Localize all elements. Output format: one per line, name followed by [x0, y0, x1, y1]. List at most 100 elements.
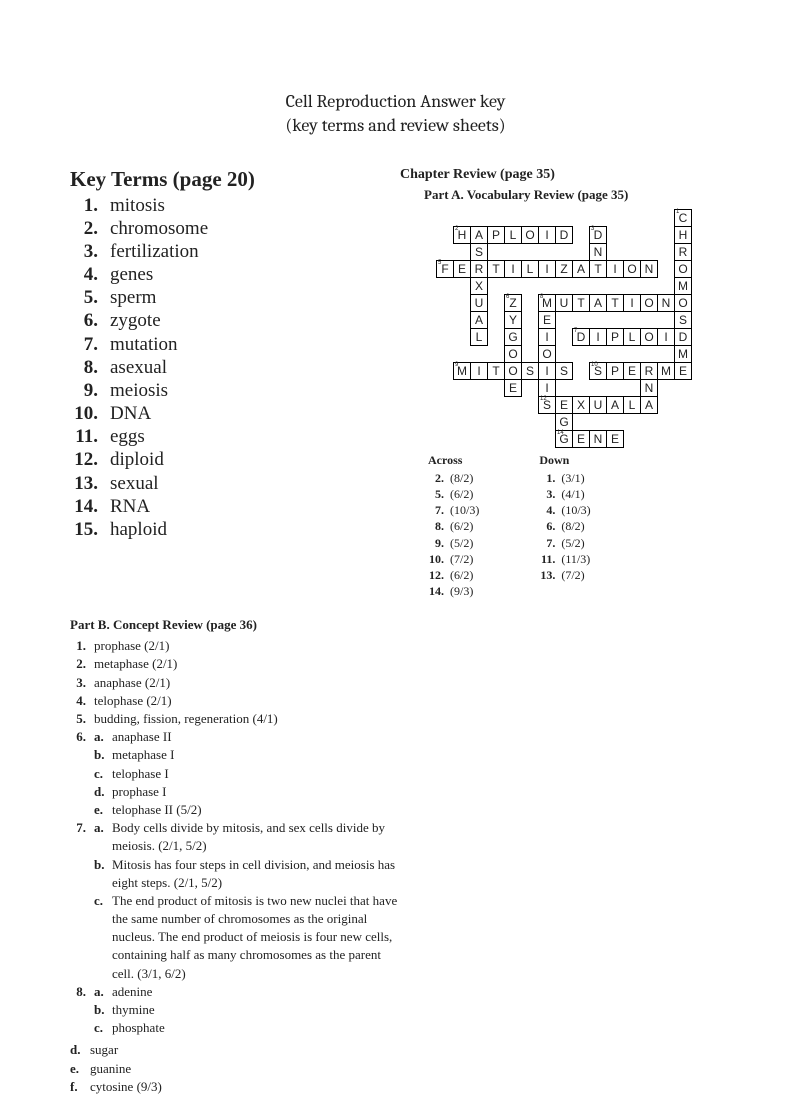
dangling-text: sugar: [90, 1041, 118, 1059]
dangling-sublist: d.sugare.guaninef.cytosine (9/3): [70, 1041, 721, 1096]
clue-number: 12: [540, 396, 547, 402]
key-term-number: 10.: [70, 402, 110, 425]
subitem-text: thymine: [112, 1001, 404, 1019]
concept-subitem: a.Body cells divide by mitosis, and sex …: [94, 819, 404, 855]
crossword-cell: F5: [436, 260, 454, 278]
subitem-text: prophase I: [112, 783, 404, 801]
key-term-number: 9.: [70, 379, 110, 402]
clue-item: 7.(5/2): [539, 535, 590, 551]
clue-item-text: (5/2): [561, 535, 584, 551]
clue-number: 7: [574, 328, 577, 334]
key-term-item: 15.haploid: [70, 518, 370, 541]
crossword-cell: E: [572, 430, 590, 448]
crossword-cell: P: [487, 226, 505, 244]
concept-subitem: c.The end product of mitosis is two new …: [94, 892, 404, 983]
dangling-letter: f.: [70, 1078, 90, 1096]
crossword-cell: S: [521, 362, 539, 380]
key-term-item: 12.diploid: [70, 448, 370, 471]
crossword-cell: X: [470, 277, 488, 295]
key-term-text: DNA: [110, 402, 370, 425]
dangling-letter: e.: [70, 1060, 90, 1078]
clue-item: 12.(6/2): [428, 567, 479, 583]
concept-body: a.Body cells divide by mitosis, and sex …: [94, 819, 404, 983]
clue-item-number: 1.: [539, 470, 561, 486]
concept-number: 4.: [70, 692, 94, 710]
subitem-letter: e.: [94, 801, 112, 819]
key-term-text: RNA: [110, 495, 370, 518]
concept-sublist: a.Body cells divide by mitosis, and sex …: [94, 819, 404, 983]
key-term-item: 7.mutation: [70, 333, 370, 356]
clue-number: 2: [455, 226, 458, 232]
clue-item: 13.(7/2): [539, 567, 590, 583]
key-term-text: meiosis: [110, 379, 370, 402]
key-term-item: 3.fertilization: [70, 240, 370, 263]
clue-number: 5: [438, 260, 441, 266]
page-title: Cell Reproduction Answer key (key terms …: [70, 90, 721, 139]
crossword-cell: M: [657, 362, 675, 380]
concept-subitem: b.thymine: [94, 1001, 404, 1019]
concept-subitem: c.telophase I: [94, 765, 404, 783]
dangling-letter: d.: [70, 1041, 90, 1059]
concept-number: 1.: [70, 637, 94, 655]
crossword-cell: Z6: [504, 294, 522, 312]
key-term-text: sperm: [110, 286, 370, 309]
clue-item-text: (8/2): [561, 518, 584, 534]
clue-item: 10.(7/2): [428, 551, 479, 567]
crossword-cell: E: [674, 362, 692, 380]
key-term-text: eggs: [110, 425, 370, 448]
key-term-number: 5.: [70, 286, 110, 309]
clue-item-number: 8.: [428, 518, 450, 534]
concept-subitem: b.metaphase I: [94, 746, 404, 764]
concept-subitem: b.Mitosis has four steps in cell divisio…: [94, 856, 404, 892]
crossword-cell: T: [572, 294, 590, 312]
subitem-text: metaphase I: [112, 746, 404, 764]
crossword-cell: S: [470, 243, 488, 261]
crossword-cell: R: [640, 362, 658, 380]
concept-item: 8.a.adenineb.thyminec.phosphate: [70, 983, 721, 1038]
crossword-cell: I: [538, 226, 556, 244]
key-term-item: 5.sperm: [70, 286, 370, 309]
crossword-cell: X: [572, 396, 590, 414]
crossword-cell: P: [606, 362, 624, 380]
crossword-cell: Z: [555, 260, 573, 278]
crossword-cell: O: [640, 328, 658, 346]
crossword-cell: D3: [589, 226, 607, 244]
crossword-cell: D: [555, 226, 573, 244]
key-term-text: zygote: [110, 309, 370, 332]
clue-item-text: (10/3): [561, 502, 590, 518]
clue-item-number: 6.: [539, 518, 561, 534]
concept-review-list: 1.prophase (2/1)2.metaphase (2/1)3.anaph…: [70, 637, 721, 1037]
concept-item: 5.budding, fission, regeneration (4/1): [70, 710, 721, 728]
subitem-letter: c.: [94, 765, 112, 783]
crossword-cell: M9: [453, 362, 471, 380]
clue-item-number: 12.: [428, 567, 450, 583]
clue-item-number: 4.: [539, 502, 561, 518]
crossword-cell: I: [657, 328, 675, 346]
crossword-cell: M: [674, 345, 692, 363]
key-term-number: 15.: [70, 518, 110, 541]
key-term-item: 1.mitosis: [70, 194, 370, 217]
clue-number: 6: [506, 294, 509, 300]
key-term-number: 8.: [70, 356, 110, 379]
dangling-text: cytosine (9/3): [90, 1078, 162, 1096]
clue-item: 4.(10/3): [539, 502, 590, 518]
key-term-item: 4.genes: [70, 263, 370, 286]
concept-subitem: a.adenine: [94, 983, 404, 1001]
crossword-cell: E: [555, 396, 573, 414]
key-term-item: 6.zygote: [70, 309, 370, 332]
clue-item: 14.(9/3): [428, 583, 479, 599]
crossword-cell: S: [555, 362, 573, 380]
concept-sublist: a.adenineb.thyminec.phosphate: [94, 983, 404, 1038]
key-term-text: mitosis: [110, 194, 370, 217]
subitem-letter: c.: [94, 892, 112, 983]
crossword-cell: C1: [674, 209, 692, 227]
clue-number: 10: [591, 362, 598, 368]
concept-body: telophase (2/1): [94, 692, 404, 710]
crossword-cell: D7: [572, 328, 590, 346]
subitem-letter: b.: [94, 1001, 112, 1019]
clue-item: 6.(8/2): [539, 518, 590, 534]
clue-number: 3: [591, 226, 594, 232]
key-term-text: sexual: [110, 472, 370, 495]
clue-number: 14: [557, 430, 564, 436]
crossword-cell: A: [572, 260, 590, 278]
